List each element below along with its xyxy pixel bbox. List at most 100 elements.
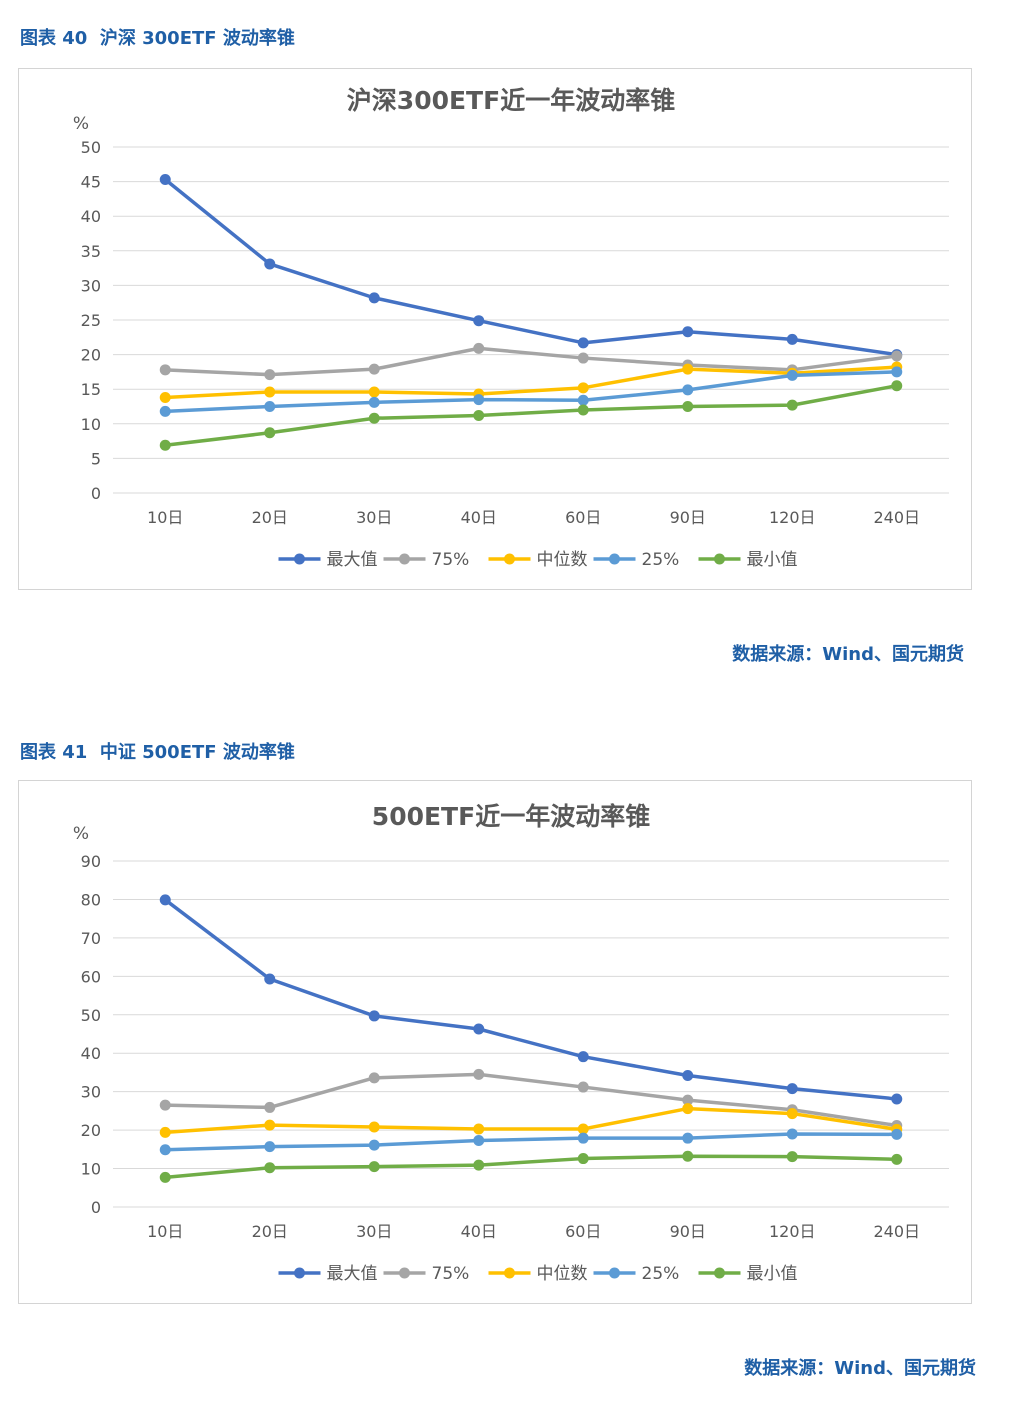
data-point (368, 386, 380, 398)
data-point (682, 1070, 694, 1082)
data-point (682, 401, 694, 412)
data-point (577, 337, 589, 349)
legend-entry: 最小值 (698, 550, 798, 570)
legend-swatch-marker (294, 1267, 305, 1279)
y-tick-label: 30 (81, 1083, 101, 1102)
y-tick-label: 20 (81, 346, 101, 365)
legend-entry: 75% (383, 550, 470, 570)
data-point (577, 352, 589, 364)
y-tick-label: 10 (81, 415, 101, 434)
series-line (163, 1154, 899, 1180)
x-tick-label: 90日 (670, 1222, 706, 1241)
y-tick-label: 40 (81, 1044, 101, 1063)
data-point (786, 333, 798, 345)
legend-entry: 中位数 (488, 550, 588, 570)
data-point (786, 369, 798, 381)
y-tick-label: 30 (81, 276, 101, 295)
data-point (577, 1123, 589, 1135)
y-tick-label: 25 (81, 311, 101, 330)
y-tick-label: 0 (91, 484, 101, 503)
legend-entry: 最大值 (278, 550, 378, 570)
csi300-volatility-cone-chart: 沪深300ETF近一年波动率锥% 0 5 10 15 20 25 30 35 40 45 50 10日 2… (73, 86, 949, 570)
y-tick-label: 10 (81, 1160, 101, 1179)
data-point (891, 1093, 903, 1105)
x-tick-label: 90日 (670, 508, 706, 527)
data-point (891, 1153, 903, 1165)
data-point (264, 973, 276, 985)
data-point (473, 394, 485, 406)
x-tick-label: 120日 (769, 508, 816, 527)
series-line (163, 1106, 899, 1135)
data-point (577, 1132, 589, 1144)
data-point (682, 326, 694, 338)
data-point (577, 382, 589, 394)
data-point (473, 1023, 485, 1035)
legend-label: 75% (432, 1264, 470, 1284)
data-point (577, 1051, 589, 1063)
y-tick-label: 70 (81, 929, 101, 948)
chart-panel-csi500: 500ETF近一年波动率锥% 0 10 20 30 40 50 60 70 80 90 10日 20日 3… (18, 780, 972, 1304)
y-tick-label: 20 (81, 1121, 101, 1140)
legend-entry: 最小值 (698, 1264, 798, 1284)
data-point (682, 1132, 694, 1144)
x-tick-label: 10日 (147, 508, 183, 527)
series-line (163, 177, 899, 357)
y-tick-label: 60 (81, 967, 101, 986)
series-line (163, 1072, 899, 1128)
data-point (368, 363, 380, 375)
legend-swatch-marker (714, 553, 725, 565)
data-point (159, 894, 171, 906)
legend-label: 中位数 (537, 1264, 588, 1284)
data-point (473, 342, 485, 354)
figure-caption: 图表 40 沪深 300ETF 波动率锥 (20, 28, 295, 49)
y-tick-label: 0 (91, 1198, 101, 1217)
data-point (682, 1103, 694, 1115)
data-point (159, 439, 171, 451)
data-point (159, 392, 171, 404)
x-tick-label: 40日 (461, 1222, 497, 1241)
y-axis-unit-label: % (73, 824, 89, 844)
legend-label: 最大值 (327, 1264, 378, 1284)
data-point (264, 1162, 276, 1174)
data-point (264, 386, 276, 398)
legend-swatch-marker (504, 553, 515, 565)
data-point (473, 1068, 485, 1080)
data-point (473, 1159, 485, 1171)
chart-title: 沪深300ETF近一年波动率锥 (347, 86, 675, 115)
legend-label: 中位数 (537, 550, 588, 570)
data-point (159, 1144, 171, 1156)
data-point (159, 1099, 171, 1111)
data-point (264, 369, 276, 381)
legend-swatch-marker (609, 553, 620, 565)
data-point (577, 1081, 589, 1093)
data-point (159, 174, 171, 186)
legend-swatch-marker (714, 1267, 725, 1279)
y-tick-label: 5 (91, 449, 101, 468)
data-source: 数据来源：Wind、国元期货 (744, 1358, 976, 1379)
legend-swatch-marker (399, 553, 410, 565)
data-point (891, 380, 903, 392)
legend-swatch-marker (609, 1267, 620, 1279)
data-point (473, 315, 485, 327)
data-point (577, 404, 589, 416)
x-tick-label: 120日 (769, 1222, 816, 1241)
legend-swatch-marker (399, 1267, 410, 1279)
y-tick-label: 80 (81, 890, 101, 909)
data-point (473, 1134, 485, 1146)
data-point (264, 401, 276, 412)
data-point (577, 1153, 589, 1165)
data-point (682, 1150, 694, 1162)
data-point (264, 258, 276, 270)
y-tick-label: 50 (81, 1006, 101, 1025)
chart-panel-csi300: 沪深300ETF近一年波动率锥% 0 5 10 15 20 25 30 35 40 45 50 10日 2… (18, 68, 972, 590)
series-line (163, 365, 899, 400)
y-tick-label: 45 (81, 173, 101, 192)
data-point (368, 1010, 380, 1022)
legend-entry: 25% (593, 1264, 679, 1284)
data-point (159, 1126, 171, 1138)
series-line (163, 898, 899, 1101)
legend-label: 75% (432, 550, 470, 570)
y-axis-unit-label: % (73, 114, 89, 134)
figure-caption: 图表 41 中证 500ETF 波动率锥 (20, 742, 295, 763)
x-tick-label: 240日 (873, 508, 920, 527)
